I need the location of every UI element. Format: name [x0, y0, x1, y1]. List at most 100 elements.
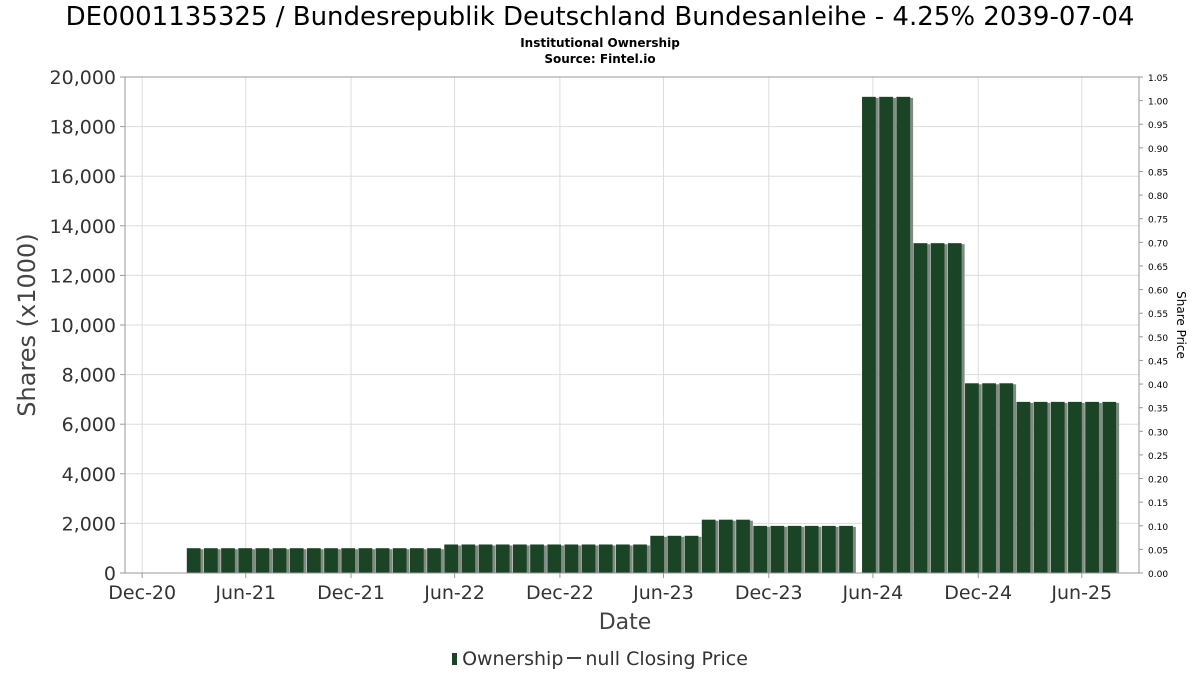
- x-tick-label: Dec-22: [526, 582, 594, 604]
- ownership-bar: [598, 544, 613, 573]
- y2-tick-label: 0.30: [1148, 428, 1168, 438]
- ownership-bar: [238, 548, 253, 573]
- x-tick-label: Jun-21: [214, 582, 276, 604]
- ownership-bar: [667, 535, 682, 573]
- y-tick-label: 18,000: [50, 117, 116, 139]
- ownership-bar: [879, 96, 893, 573]
- legend-price-label[interactable]: null Closing Price: [585, 648, 748, 670]
- ownership-bar: [930, 243, 945, 573]
- y-tick-label: 14,000: [50, 216, 116, 238]
- ownership-bar: [753, 525, 768, 573]
- ownership-bar: [1050, 401, 1065, 573]
- y2-tick-label: 0.90: [1148, 145, 1168, 155]
- ownership-bar: [913, 243, 928, 573]
- ownership-bar: [633, 544, 647, 573]
- ownership-bar: [821, 525, 836, 573]
- y2-tick-label: 0.80: [1148, 192, 1168, 202]
- y-tick-label: 16,000: [50, 166, 116, 188]
- x-tick-label: Dec-24: [944, 582, 1012, 604]
- ownership-bar: [1085, 401, 1099, 573]
- price-line-icon: [567, 657, 582, 659]
- y-tick-label: 0: [104, 563, 116, 585]
- chart-source: Source: Fintel.io: [544, 52, 656, 66]
- x-tick-label: Jun-23: [632, 582, 694, 604]
- x-tick-label: Jun-24: [842, 582, 904, 604]
- x-tick-label: Dec-20: [108, 582, 176, 604]
- y-tick-label: 12,000: [50, 265, 116, 287]
- ownership-bar: [564, 544, 579, 573]
- y2-tick-label: 0.45: [1148, 357, 1168, 367]
- ownership-bar: [461, 544, 476, 573]
- x-tick-label: Dec-21: [317, 582, 385, 604]
- ownership-bar: [306, 548, 321, 573]
- y2-tick-label: 0.35: [1148, 405, 1168, 415]
- x-axis-title: Date: [599, 610, 652, 635]
- ownership-bar: [615, 544, 630, 573]
- y-axis-right: 0.00 0.05 0.10 0.15 0.20 0.25 0.30 0.35 0.40 0.45…: [1139, 74, 1168, 580]
- ownership-bar: [186, 548, 201, 573]
- ownership-bar: [341, 548, 356, 573]
- y-tick-label: 4,000: [62, 464, 116, 486]
- ownership-bar: [1016, 401, 1031, 573]
- y-tick-label: 8,000: [62, 365, 116, 387]
- ownership-bar: [530, 544, 544, 573]
- y2-tick-label: 1.00: [1148, 98, 1168, 108]
- y2-tick-label: 0.40: [1148, 381, 1168, 391]
- y2-tick-label: 0.15: [1148, 499, 1168, 509]
- ownership-bar: [358, 548, 373, 573]
- y-axis-left: 0 2,000 4,000 6,000 8,000 10,000 12,000 14,000 1…: [50, 67, 125, 585]
- y2-tick-label: 0.05: [1148, 546, 1168, 556]
- y2-tick-label: 0.60: [1148, 287, 1168, 297]
- ownership-bar: [203, 548, 218, 573]
- ownership-bar: [255, 548, 270, 573]
- ownership-bar: [478, 544, 493, 573]
- ownership-bar: [427, 548, 441, 573]
- ownership-bar: [221, 548, 235, 573]
- ownership-bar: [581, 544, 596, 573]
- legend: Ownership null Closing Price: [0, 648, 1200, 670]
- ownership-bar: [1033, 401, 1048, 573]
- ownership-bar: [409, 548, 424, 573]
- ownership-swatch-icon: [452, 653, 458, 665]
- y2-tick-label: 0.75: [1148, 216, 1168, 226]
- ownership-bar: [862, 96, 876, 573]
- x-tick-label: Dec-23: [735, 582, 803, 604]
- ownership-bar: [947, 243, 962, 573]
- ownership-bar: [512, 544, 527, 573]
- legend-ownership-label[interactable]: Ownership: [462, 648, 564, 670]
- ownership-bar: [1068, 401, 1082, 573]
- ownership-bar: [896, 96, 911, 573]
- y2-tick-label: 0.00: [1148, 570, 1168, 580]
- y-tick-label: 20,000: [50, 67, 116, 89]
- x-tick-label: Jun-22: [423, 582, 485, 604]
- x-tick-label: Jun-25: [1050, 582, 1112, 604]
- ownership-bar: [982, 383, 996, 573]
- y2-axis-title: Share Price: [1174, 291, 1188, 359]
- ownership-bar: [495, 544, 510, 573]
- y-tick-label: 10,000: [50, 315, 116, 337]
- ownership-bar: [787, 525, 802, 573]
- y2-tick-label: 0.20: [1148, 476, 1168, 486]
- y-axis-title: Shares (x1000): [13, 233, 41, 416]
- y2-tick-label: 1.05: [1148, 74, 1168, 84]
- y2-tick-label: 0.70: [1148, 239, 1168, 249]
- y2-tick-label: 0.25: [1148, 452, 1168, 462]
- ownership-bar: [804, 525, 819, 573]
- y-tick-label: 6,000: [62, 414, 116, 436]
- ownership-bar: [999, 383, 1014, 573]
- ownership-bar: [839, 525, 853, 573]
- ownership-bar: [701, 519, 716, 573]
- ownership-bar: [324, 548, 338, 573]
- y2-tick-label: 0.10: [1148, 523, 1168, 533]
- ownership-bar: [272, 548, 287, 573]
- y2-tick-label: 0.95: [1148, 121, 1168, 131]
- ownership-bar: [736, 519, 750, 573]
- ownership-bar: [392, 548, 407, 573]
- ownership-bar: [770, 525, 785, 573]
- ownership-bar: [444, 544, 459, 573]
- chart-subtitle: Institutional Ownership: [520, 36, 680, 50]
- y2-tick-label: 0.50: [1148, 334, 1168, 344]
- ownership-bar: [1102, 401, 1117, 573]
